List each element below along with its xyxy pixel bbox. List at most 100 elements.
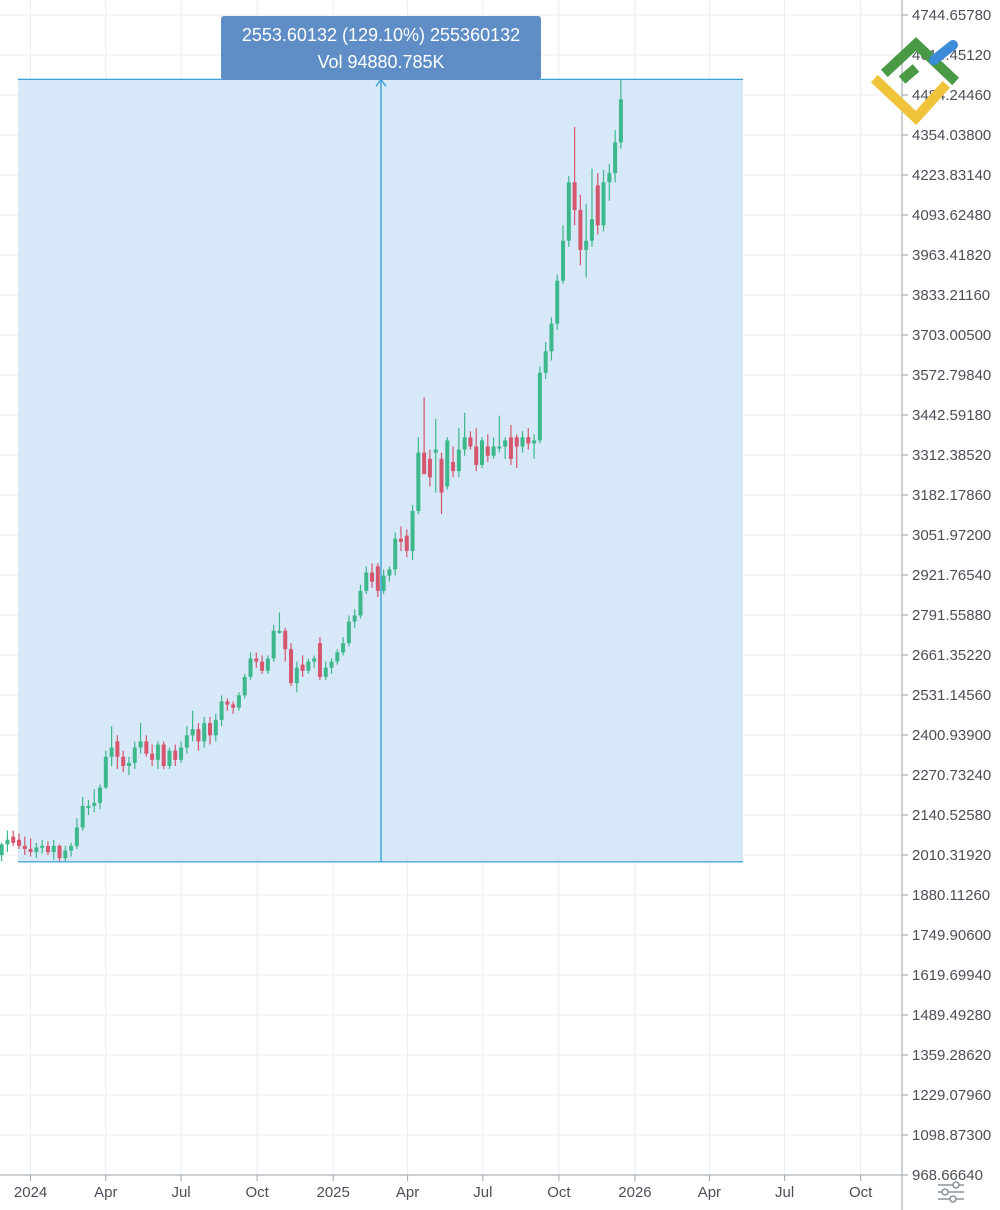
time-tick-label: 2025: [316, 1184, 349, 1201]
candle-body: [451, 461, 456, 472]
candle: [40, 839, 45, 854]
candle: [607, 163, 612, 201]
candle-body: [254, 658, 259, 662]
candle: [190, 710, 195, 742]
candle: [485, 434, 490, 462]
candle: [260, 655, 265, 674]
time-tick-label: 2026: [618, 1184, 651, 1201]
candle-body: [427, 458, 432, 478]
price-tick-label: 3572.79840: [912, 367, 991, 384]
candle-body: [312, 658, 317, 662]
candle: [103, 750, 108, 790]
price-axis: 4744.657804615.451204484.244604354.03800…: [901, 0, 991, 1210]
candle: [439, 452, 444, 515]
candle: [207, 716, 212, 745]
candle-body: [231, 704, 236, 708]
candle: [300, 655, 305, 677]
candle-body: [520, 437, 525, 447]
candle-body: [346, 621, 351, 644]
chart-settings-icon[interactable]: [932, 1176, 972, 1206]
candle-body: [225, 701, 230, 705]
candle: [306, 658, 311, 674]
candle-body: [138, 741, 143, 748]
candle: [566, 176, 571, 247]
candle: [121, 750, 126, 773]
candle: [231, 701, 236, 714]
candle-body: [161, 744, 166, 767]
candle-body: [11, 836, 16, 843]
candle-body: [335, 652, 340, 662]
time-axis: 2024 Apr Jul Oct 2025 Apr Jul Oct 2026 Apr Jul Oct: [0, 1174, 902, 1201]
price-tick-label: 1098.87300: [912, 1127, 991, 1144]
candle-body: [532, 440, 537, 444]
candle-body: [352, 615, 357, 622]
price-tick-label: 4744.65780: [912, 7, 991, 24]
candle-body: [103, 756, 108, 788]
price-tick-label: 2921.76540: [912, 567, 991, 584]
candle-body: [393, 538, 398, 570]
candle-body: [462, 437, 467, 450]
candle-body: [537, 372, 542, 441]
candle: [225, 698, 230, 711]
time-tick-label: Jul: [171, 1184, 190, 1201]
candle-body: [404, 535, 409, 551]
candle-body: [549, 323, 554, 352]
candle-body: [456, 449, 461, 472]
candle-body: [595, 185, 600, 226]
candle-body: [271, 630, 276, 659]
candle-body: [289, 649, 294, 684]
candle-body: [28, 848, 33, 853]
candle-body: [277, 630, 282, 633]
candle-body: [543, 351, 548, 373]
candle: [202, 716, 207, 748]
candle: [543, 342, 548, 379]
candle: [451, 446, 456, 478]
candle-body: [613, 142, 618, 174]
price-tick-label: 1749.90600: [912, 927, 991, 944]
candle: [387, 566, 392, 582]
candle: [352, 609, 357, 628]
time-tick-label: Apr: [698, 1184, 721, 1201]
candle-body: [514, 437, 519, 447]
candle: [364, 566, 369, 594]
candle: [341, 636, 346, 656]
candle-body: [375, 566, 380, 591]
candle-body: [306, 661, 311, 671]
candle-body: [202, 723, 207, 742]
candle: [480, 437, 485, 469]
candle: [51, 839, 56, 860]
candle: [22, 836, 27, 856]
candle-body: [445, 440, 450, 487]
candle-body: [584, 240, 589, 250]
candle: [63, 845, 68, 862]
candle: [98, 784, 103, 810]
time-tick-label: Apr: [396, 1184, 419, 1201]
measure-range: [18, 78, 743, 863]
candle: [370, 563, 375, 588]
candle-body: [69, 845, 74, 851]
candle: [618, 79, 623, 149]
candle: [0, 842, 4, 862]
candle-body: [17, 839, 22, 846]
candle-body: [167, 750, 172, 767]
candle-body: [92, 802, 97, 806]
candle-body: [236, 695, 241, 708]
candle-body: [22, 845, 27, 849]
candle: [312, 655, 317, 668]
candle: [283, 627, 288, 662]
candle-body: [601, 182, 606, 226]
price-tick-label: 2010.31920: [912, 847, 991, 864]
candle-body: [387, 569, 392, 576]
candle-body: [115, 741, 120, 757]
time-tick-label: Oct: [849, 1184, 873, 1201]
candle-body: [260, 661, 265, 671]
price-tick-label: 3963.41820: [912, 247, 991, 264]
candle-body: [80, 805, 85, 828]
candle: [323, 661, 328, 680]
candle: [45, 841, 50, 856]
price-tick-label: 1229.07960: [912, 1087, 991, 1104]
candle-body: [283, 630, 288, 650]
candle-body: [422, 452, 427, 475]
candle: [184, 726, 189, 754]
